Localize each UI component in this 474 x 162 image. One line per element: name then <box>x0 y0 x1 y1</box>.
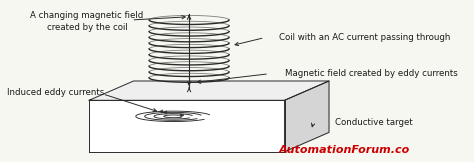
Polygon shape <box>89 81 329 100</box>
Text: Coil with an AC current passing through: Coil with an AC current passing through <box>279 33 450 42</box>
Polygon shape <box>89 100 284 152</box>
Polygon shape <box>284 81 329 152</box>
Text: AutomationForum.co: AutomationForum.co <box>279 145 410 155</box>
Text: A changing magnetic field
created by the coil: A changing magnetic field created by the… <box>30 11 144 32</box>
Text: Conductive target: Conductive target <box>335 118 412 127</box>
Text: Magnetic field created by eddy currents: Magnetic field created by eddy currents <box>285 69 457 78</box>
Text: Induced eddy currents: Induced eddy currents <box>7 88 104 97</box>
